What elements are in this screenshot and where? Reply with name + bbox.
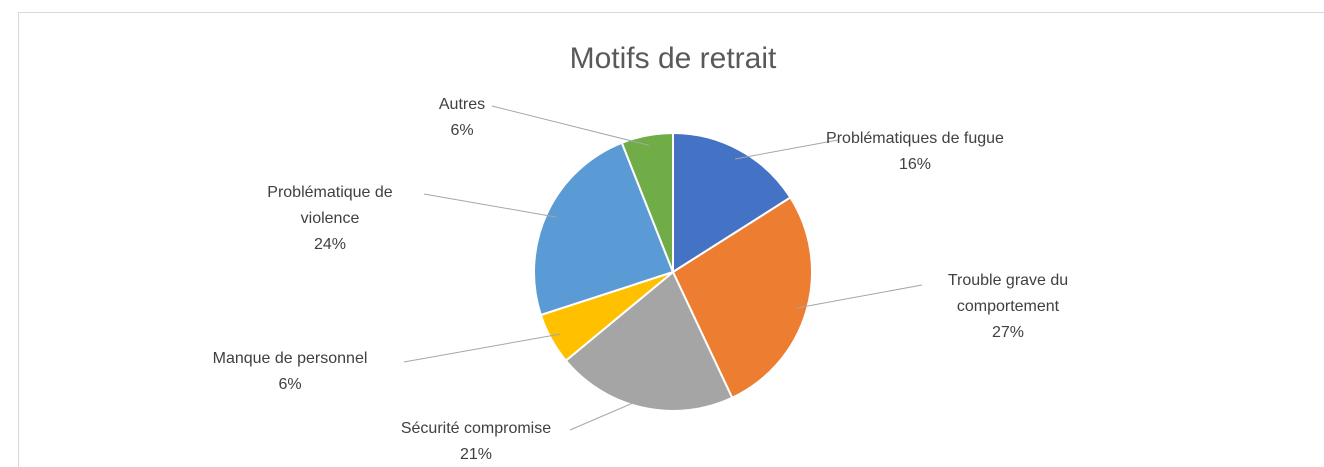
value-label: 21% (459, 446, 493, 463)
data-label: Sécurité compromise 21% (376, 416, 576, 467)
pie-slice (564, 270, 734, 412)
leader-line (403, 333, 561, 363)
leader-line (491, 105, 649, 146)
data-label: Problématique de violence 24% (255, 180, 405, 258)
data-label: Manque de personnel 6% (170, 346, 410, 398)
chart-title: Motifs de retrait (570, 42, 777, 75)
leader-line (423, 193, 557, 218)
leader-line (735, 139, 839, 160)
pie-slice (620, 131, 674, 273)
value-label: 6% (278, 376, 302, 393)
leader-line (796, 284, 923, 309)
category-label: Autres (438, 96, 486, 113)
category-label: Manque de personnel (212, 350, 368, 367)
leader-line (569, 397, 646, 431)
category-label: Problématique de violence (267, 184, 393, 227)
category-label: Problématiques de fugue (826, 130, 1004, 147)
value-label: 16% (898, 156, 932, 173)
pie-slice (671, 196, 813, 400)
category-label: Trouble grave du comportement (947, 272, 1069, 315)
category-label: Sécurité compromise (400, 420, 552, 437)
value-label: 27% (991, 324, 1025, 341)
chart-border (18, 12, 1324, 467)
value-label: 6% (450, 122, 474, 139)
data-label: Problématiques de fugue 16% (805, 126, 1025, 178)
value-label: 24% (313, 236, 347, 253)
data-label: Trouble grave du comportement 27% (933, 268, 1083, 346)
data-label: Autres 6% (402, 92, 522, 144)
pie-slice (672, 131, 792, 274)
